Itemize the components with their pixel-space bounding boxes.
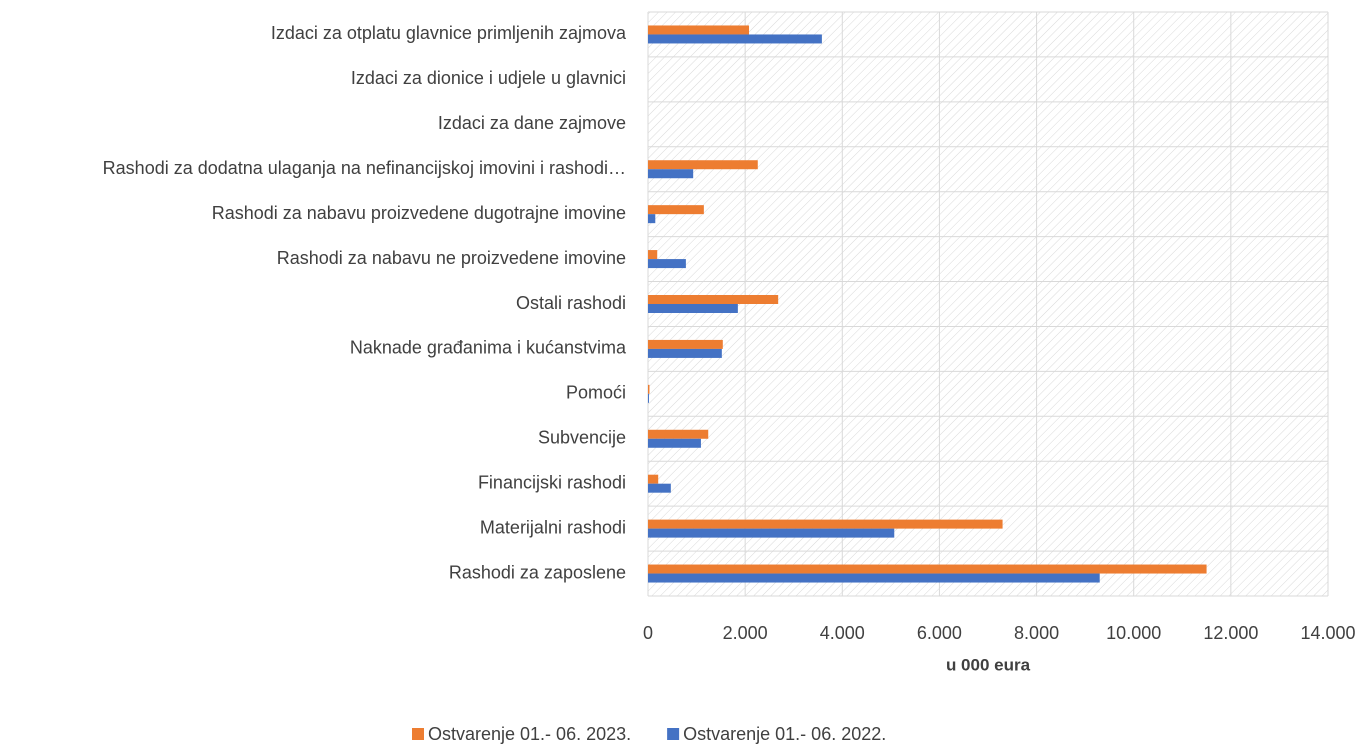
x-axis-title: u 000 eura [946, 655, 1031, 674]
bar [648, 169, 694, 179]
bar [648, 474, 659, 484]
bar [648, 573, 1100, 583]
y-tick-label: Materijalni rashodi [480, 517, 626, 537]
y-tick-label: Subvencije [538, 428, 626, 448]
bar [648, 483, 671, 493]
bar [648, 519, 1003, 529]
x-tick-label: 2.000 [723, 623, 768, 643]
legend-label: Ostvarenje 01.- 06. 2023. [428, 724, 631, 744]
bar [648, 25, 750, 35]
bar [648, 205, 704, 215]
y-tick-label: Naknade građanima i kućanstvima [350, 338, 627, 358]
bar [648, 393, 649, 403]
x-tick-label: 14.000 [1300, 623, 1355, 643]
y-tick-label: Izdaci za dionice i udjele u glavnici [351, 68, 626, 88]
legend-swatch [412, 728, 424, 740]
y-tick-label: Rashodi za nabavu proizvedene dugotrajne… [212, 203, 626, 223]
bar [648, 438, 701, 448]
y-tick-label: Pomoći [566, 383, 626, 403]
bar [648, 339, 723, 349]
x-tick-label: 12.000 [1203, 623, 1258, 643]
y-tick-label: Izdaci za otplatu glavnice primljenih za… [271, 23, 627, 43]
x-tick-label: 8.000 [1014, 623, 1059, 643]
bar [648, 429, 709, 439]
bar [648, 259, 686, 269]
y-tick-label: Rashodi za zaposlene [449, 562, 626, 582]
bar [648, 214, 656, 224]
bar [648, 34, 822, 44]
x-tick-label: 4.000 [820, 623, 865, 643]
bar [648, 304, 738, 313]
y-tick-label: Rashodi za dodatna ulaganja na nefinanci… [103, 158, 626, 178]
x-tick-label: 10.000 [1106, 623, 1161, 643]
bar [648, 528, 895, 538]
legend-label: Ostvarenje 01.- 06. 2022. [683, 724, 886, 744]
legend-swatch [667, 728, 680, 740]
bar [648, 564, 1207, 574]
x-tick-label: 6.000 [917, 623, 962, 643]
y-tick-label: Izdaci za dane zajmove [438, 113, 626, 133]
bar [648, 250, 658, 260]
bar [648, 384, 650, 394]
y-tick-label: Ostali rashodi [516, 293, 626, 313]
bar [648, 160, 758, 170]
y-tick-label: Financijski rashodi [478, 472, 626, 492]
bar [648, 348, 722, 358]
x-tick-label: 0 [643, 623, 653, 643]
y-tick-label: Rashodi za nabavu ne proizvedene imovine [277, 248, 626, 268]
bar [648, 295, 779, 304]
